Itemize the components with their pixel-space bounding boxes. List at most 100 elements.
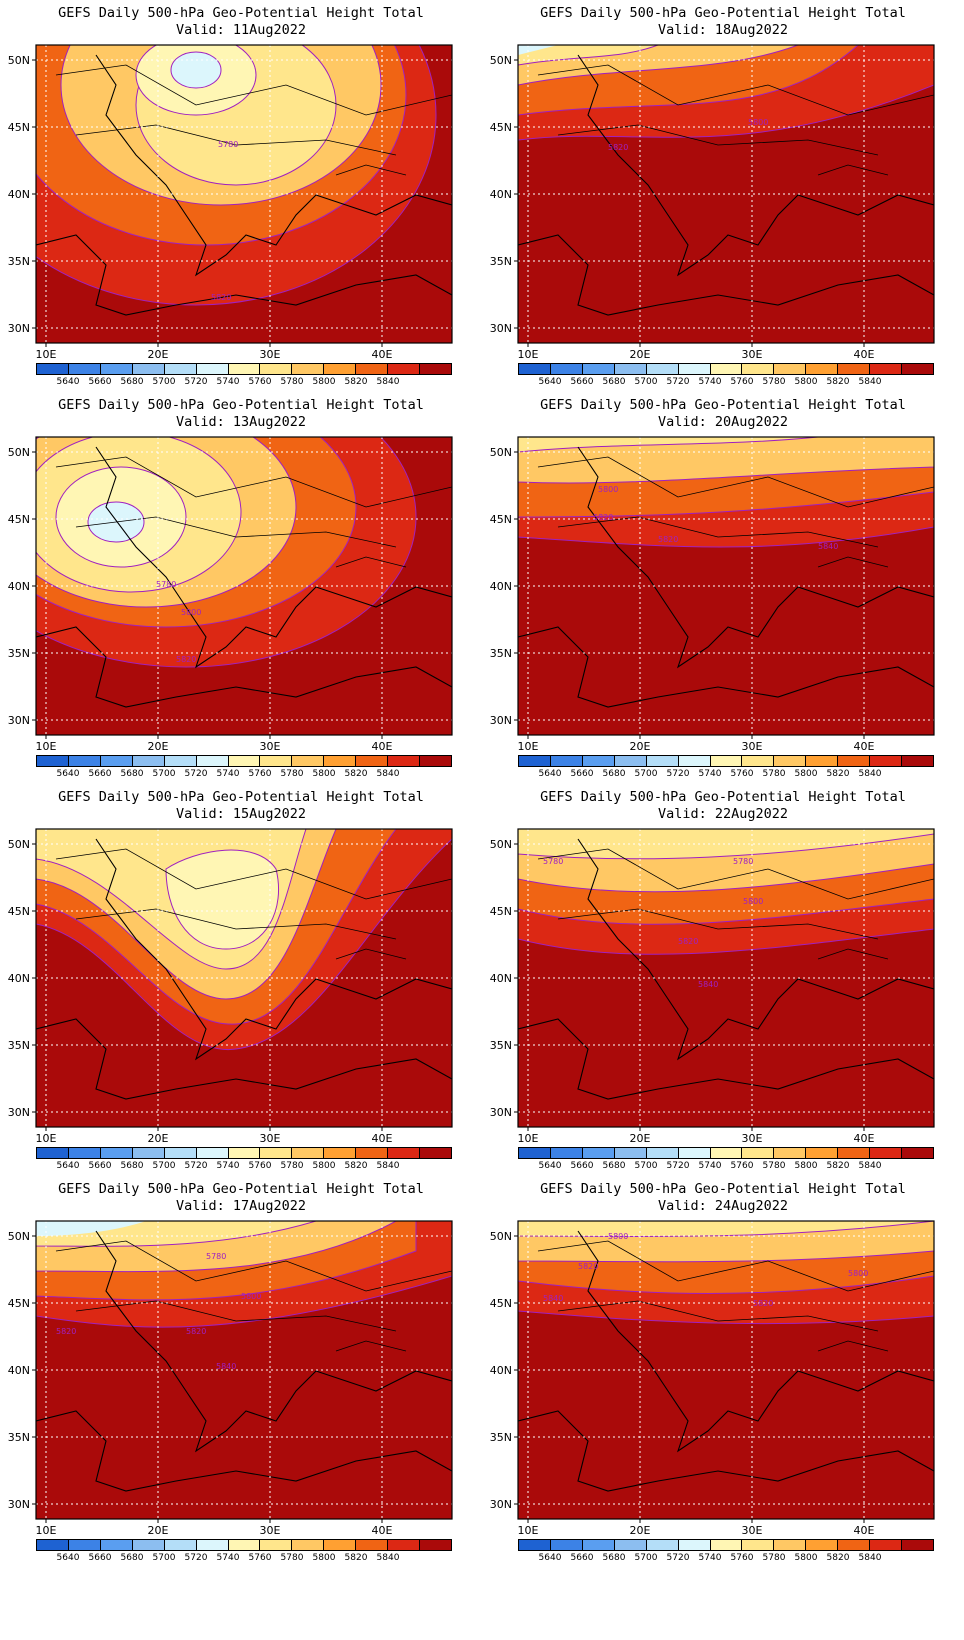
colorbar-swatch (37, 1540, 69, 1550)
colorbar-label: 5640 (56, 769, 80, 779)
colorbar-label: 5680 (120, 1553, 144, 1563)
colorbar-label: 5720 (666, 1553, 690, 1563)
colorbar-swatch (742, 1540, 775, 1550)
colorbar-swatch (356, 364, 389, 374)
lat-tick-label: 45N (8, 513, 30, 526)
lat-tick-label: 50N (8, 54, 30, 67)
colorbar-swatch (838, 756, 871, 766)
lat-tick-label: 40N (490, 1364, 512, 1377)
lon-tick-label: 40E (372, 348, 393, 361)
colorbar-swatch (132, 1540, 165, 1550)
lat-tick-label: 35N (8, 647, 30, 660)
lon-tick-label: 20E (148, 1132, 169, 1145)
map-panel-11aug: GEFS Daily 500-hPa Geo-Potential Height … (0, 0, 482, 410)
colorbar-swatch (678, 364, 711, 374)
colorbar-label: 5640 (56, 1161, 80, 1171)
lat-tick-label: 30N (8, 1498, 30, 1511)
colorbar-swatch (292, 364, 325, 374)
geopotential-height-map: 50N 45N 40N 35N 30N 10E 20E 30E 40E (8, 828, 453, 1145)
colorbar-label: 5740 (698, 769, 722, 779)
geopotential-height-map: 5780 5820 50N 45N 40N 35N 30N 10E 20E 30E 40E (8, 44, 453, 361)
panel-valid-date: Valid: 15Aug2022 (175, 806, 307, 822)
colorbar-label: 5780 (762, 1553, 786, 1563)
colorbar-swatch (228, 1148, 261, 1158)
panel-valid-date: Valid: 24Aug2022 (657, 1198, 789, 1214)
colorbar-swatch (774, 364, 807, 374)
colorbar-label: 5700 (152, 769, 176, 779)
colorbar-label: 5660 (570, 377, 594, 387)
lon-tick-label: 10E (518, 1524, 539, 1537)
colorbar-swatch (806, 1540, 839, 1550)
map-panel-15aug: GEFS Daily 500-hPa Geo-Potential Height … (0, 784, 482, 1194)
lon-tick-label: 30E (260, 348, 281, 361)
colorbar-swatch (550, 1540, 583, 1550)
colorbar-swatch (646, 1540, 679, 1550)
colorbar-swatch (614, 364, 647, 374)
colorbar-swatch (196, 1148, 229, 1158)
lat-tick-label: 45N (8, 121, 30, 134)
lon-tick-label: 20E (630, 1132, 651, 1145)
colorbar-label: 5700 (152, 1553, 176, 1563)
lat-tick-label: 30N (8, 322, 30, 335)
colorbar-swatch (292, 756, 325, 766)
contour-label: 5820 (658, 535, 678, 544)
colorbar-swatch (388, 1540, 421, 1550)
colorbar-swatch (132, 1148, 165, 1158)
colorbar-swatch (420, 756, 451, 766)
contour-label: 5820 (186, 1327, 206, 1336)
colorbar-label: 5840 (858, 769, 882, 779)
colorbar-label: 5800 (312, 1553, 336, 1563)
lon-tick-label: 40E (854, 740, 875, 753)
colorbar-label: 5840 (376, 377, 400, 387)
colorbar-swatch (260, 364, 293, 374)
colorbar-label: 5680 (602, 377, 626, 387)
contour-label: 5800 (181, 608, 201, 617)
colorbar-label: 5740 (216, 1553, 240, 1563)
colorbar-swatch (324, 756, 357, 766)
colorbar-label: 5780 (280, 377, 304, 387)
lat-tick-label: 35N (8, 255, 30, 268)
colorbar-label: 5660 (88, 1161, 112, 1171)
colorbar-label: 5680 (602, 1553, 626, 1563)
colorbar-label: 5820 (344, 769, 368, 779)
contour-label: 5780 (733, 857, 753, 866)
colorbar-swatch (100, 756, 133, 766)
lon-tick-label: 30E (742, 348, 763, 361)
colorbar-swatch (228, 364, 261, 374)
lon-tick-label: 40E (854, 1524, 875, 1537)
colorbar-label: 5660 (570, 769, 594, 779)
colorbar (518, 755, 934, 767)
colorbar-label: 5840 (376, 1553, 400, 1563)
geopotential-height-map: 5780 5780 5800 5820 5840 50N 45N 40N 35N 30N 10E 20… (490, 828, 935, 1145)
colorbar-swatch (388, 364, 421, 374)
colorbar-label: 5720 (184, 377, 208, 387)
colorbar-label: 5760 (248, 1161, 272, 1171)
colorbar-swatch (228, 1540, 261, 1550)
lon-tick-label: 30E (260, 740, 281, 753)
colorbar-label: 5820 (826, 1161, 850, 1171)
colorbar (36, 755, 452, 767)
lon-tick-label: 40E (372, 1132, 393, 1145)
colorbar-swatch (742, 1148, 775, 1158)
lat-tick-label: 40N (490, 580, 512, 593)
colorbar-swatch (710, 1540, 743, 1550)
colorbar-swatch (710, 756, 743, 766)
colorbar-label: 5720 (666, 377, 690, 387)
colorbar-swatch (806, 756, 839, 766)
colorbar-label: 5780 (762, 1161, 786, 1171)
lon-tick-label: 40E (854, 1132, 875, 1145)
colorbar-swatch (838, 1148, 871, 1158)
colorbar-swatch (519, 756, 551, 766)
panel-valid-date: Valid: 13Aug2022 (175, 414, 307, 430)
colorbar-label: 5780 (762, 769, 786, 779)
colorbar-swatch (806, 1148, 839, 1158)
colorbar-swatch (582, 1540, 615, 1550)
lat-tick-label: 40N (8, 580, 30, 593)
colorbar-label: 5760 (730, 769, 754, 779)
lat-tick-label: 50N (8, 446, 30, 459)
colorbar-swatch (132, 756, 165, 766)
colorbar-label: 5720 (666, 1161, 690, 1171)
lat-tick-label: 50N (8, 838, 30, 851)
colorbar-label: 5780 (280, 769, 304, 779)
panel-title: GEFS Daily 500-hPa Geo-Potential Height … (58, 397, 424, 413)
